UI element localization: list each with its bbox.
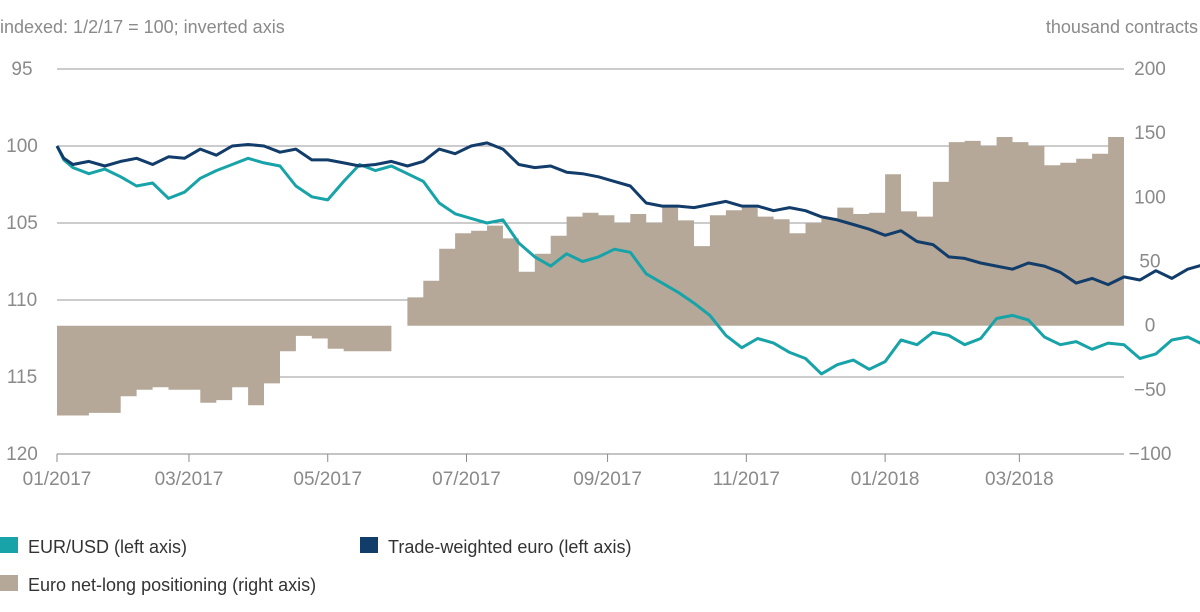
right-tick-label: −100 bbox=[1129, 444, 1172, 465]
left-tick-label: 115 bbox=[7, 367, 37, 388]
left-tick-label: 95 bbox=[11, 59, 32, 80]
legend-item-eurusd: EUR/USD (left axis) bbox=[0, 537, 187, 557]
legend-item-positioning: Euro net-long positioning (right axis) bbox=[0, 575, 316, 595]
right-tick-label: 150 bbox=[1134, 123, 1166, 144]
legend-item-trade-weighted: Trade-weighted euro (left axis) bbox=[360, 537, 631, 557]
left-tick-label: 110 bbox=[7, 290, 37, 311]
left-axis-note: indexed: 1/2/17 = 100; inverted axis bbox=[0, 17, 285, 37]
left-axis-ticks: 95 100 105 110 115 120 bbox=[6, 59, 38, 465]
right-tick-label: 0 bbox=[1145, 316, 1156, 337]
left-tick-label: 100 bbox=[6, 136, 38, 157]
right-axis-note: thousand contracts bbox=[1046, 17, 1198, 37]
line-series-layer bbox=[55, 141, 1200, 376]
x-tick-label: 01/2017 bbox=[23, 469, 92, 490]
right-tick-label: 200 bbox=[1134, 59, 1166, 80]
legend-label-trade-weighted: Trade-weighted euro (left axis) bbox=[388, 537, 631, 557]
x-tick-label: 05/2017 bbox=[293, 469, 362, 490]
legend: EUR/USD (left axis) Trade-weighted euro … bbox=[0, 537, 631, 595]
x-tick-label: 07/2017 bbox=[432, 469, 501, 490]
x-tick-label: 03/2017 bbox=[155, 469, 224, 490]
series-trade-weighted-euro-line bbox=[55, 141, 1200, 287]
positioning-area-layer bbox=[57, 137, 1124, 416]
x-tick-label: 09/2017 bbox=[573, 469, 642, 490]
legend-swatch-trade-weighted bbox=[360, 537, 378, 553]
x-tick-label: 03/2018 bbox=[985, 469, 1054, 490]
x-axis: 01/2017 03/2017 05/2017 07/2017 09/2017 11/20… bbox=[23, 453, 1124, 490]
right-tick-label: 50 bbox=[1139, 252, 1160, 273]
legend-label-positioning: Euro net-long positioning (right axis) bbox=[28, 575, 316, 595]
right-tick-label: −50 bbox=[1134, 380, 1166, 401]
left-tick-label: 120 bbox=[6, 444, 38, 465]
x-tick-label: 11/2017 bbox=[713, 469, 780, 490]
left-tick-label: 105 bbox=[6, 213, 38, 234]
right-axis-ticks: 200 150 100 50 0 −50 −100 bbox=[1129, 59, 1172, 465]
series-eurusd-line bbox=[55, 145, 1200, 376]
right-tick-label: 100 bbox=[1134, 187, 1166, 208]
legend-label-eurusd: EUR/USD (left axis) bbox=[28, 537, 187, 557]
legend-swatch-positioning bbox=[0, 575, 18, 591]
series-euro-net-long-positioning-area bbox=[57, 137, 1124, 416]
x-tick-label: 01/2018 bbox=[851, 469, 920, 490]
legend-swatch-eurusd bbox=[0, 537, 18, 553]
